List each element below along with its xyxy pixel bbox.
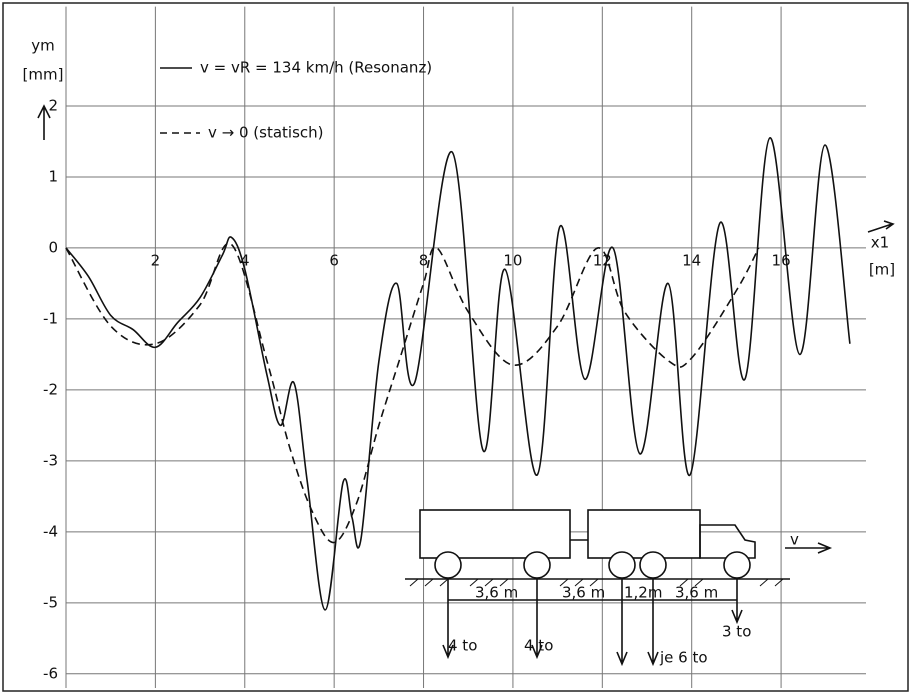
y-tick-label: 0 — [48, 238, 58, 256]
y-tick-label: -1 — [43, 309, 58, 327]
y-tick-label: 2 — [48, 96, 58, 114]
x-arrow — [867, 220, 895, 233]
y-tick-label: -2 — [43, 380, 58, 398]
x-tick-label: 6 — [329, 251, 339, 269]
x-axis-unit: [m] — [869, 261, 895, 279]
force-arrow — [647, 579, 659, 667]
x-tick-label: 12 — [593, 251, 612, 269]
legend-label: v → 0 (statisch) — [208, 124, 324, 142]
wheel — [523, 551, 551, 579]
wheel — [434, 551, 462, 579]
load-label: je 6 to — [659, 649, 708, 667]
legend-label: v = vR = 134 km/h (Resonanz) — [200, 59, 432, 77]
x-tick-label: 16 — [772, 251, 791, 269]
force-arrow — [531, 579, 543, 660]
series-line — [65, 242, 760, 544]
direction-arrow — [785, 542, 833, 554]
y-arrow — [37, 104, 51, 140]
dimension-label: 3,6 m — [475, 584, 518, 602]
x-tick-label: 14 — [682, 251, 701, 269]
load-label: 4 to — [524, 637, 553, 655]
wheel — [639, 551, 667, 579]
y-tick-label: -4 — [43, 522, 58, 540]
series-line — [65, 137, 851, 611]
x-tick-label: 2 — [151, 251, 161, 269]
force-arrow — [442, 579, 454, 660]
y-tick-label: -3 — [43, 451, 58, 469]
force-arrow — [731, 579, 743, 625]
dimension-label: 3,6 m — [562, 584, 605, 602]
truck-body — [587, 509, 701, 559]
load-label: 3 to — [722, 623, 751, 641]
vehicle-diagram: 3,6 m 3,6 m 1,2m 3,6 m 4 to 4 to je 6 to… — [405, 509, 833, 667]
cab — [699, 524, 756, 559]
y-tick-label: 1 — [48, 167, 58, 185]
force-arrow — [616, 579, 628, 667]
x-tick-label: 4 — [240, 251, 250, 269]
velocity-label: v — [790, 531, 799, 549]
wheel — [723, 551, 751, 579]
dimension-label: 3,6 m — [675, 584, 718, 602]
x-axis-label: x1 — [871, 234, 889, 252]
y-tick-label: -6 — [43, 664, 58, 682]
ground-hatch — [409, 578, 784, 587]
trailer — [419, 509, 571, 559]
y-tick-label: -5 — [43, 593, 58, 611]
wheel — [608, 551, 636, 579]
dimension-label: 1,2m — [624, 584, 662, 602]
load-label: 4 to — [448, 637, 477, 655]
x-tick-label: 10 — [503, 251, 522, 269]
y-axis-label: ym — [31, 37, 55, 55]
y-axis-unit: [mm] — [23, 66, 64, 84]
x-tick-label: 8 — [419, 251, 429, 269]
